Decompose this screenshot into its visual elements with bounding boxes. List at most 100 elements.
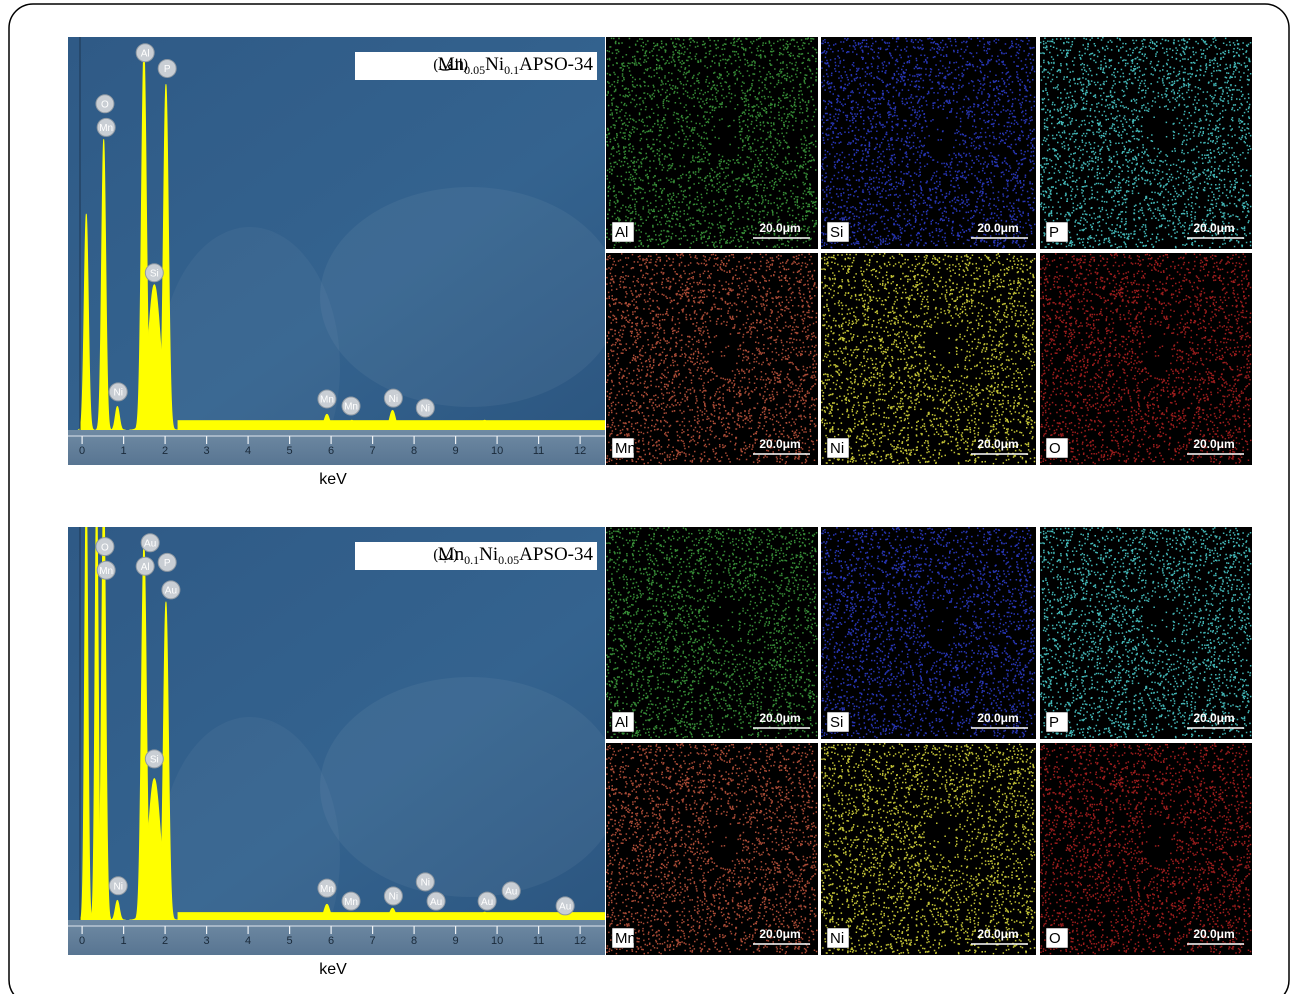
element-map xyxy=(606,743,818,955)
peak-label: Al xyxy=(141,562,150,573)
element-tag-box xyxy=(611,221,635,243)
element-map xyxy=(821,743,1036,955)
x-tick-label: 9 xyxy=(453,445,459,457)
scale-bar-label: 20.0μm xyxy=(977,221,1018,235)
element-tag-box xyxy=(826,927,850,949)
peak-label-badge xyxy=(144,749,164,769)
map-signal xyxy=(821,253,1036,465)
peak xyxy=(109,405,126,430)
peak-label-badge xyxy=(317,878,337,898)
formula-subscript: 0.1 xyxy=(464,553,479,567)
peak-label: Ni xyxy=(389,394,398,405)
scale-bar-label: 20.0μm xyxy=(759,437,800,451)
peak-label: Ni xyxy=(421,878,430,889)
peak-label: Si xyxy=(150,268,159,279)
element-tag: Ni xyxy=(830,440,844,457)
x-tick-label: 8 xyxy=(411,445,417,457)
x-tick-label: 1 xyxy=(121,935,127,947)
x-axis-label: keV xyxy=(319,471,347,488)
map-signal xyxy=(606,253,818,465)
element-tag: Mn xyxy=(615,440,636,457)
peak xyxy=(79,527,94,920)
peak-label: P xyxy=(164,64,171,75)
x-tick-label: 4 xyxy=(245,445,251,457)
element-tag-box xyxy=(611,437,635,459)
map-signal xyxy=(606,527,818,739)
peak-label-badge xyxy=(477,891,497,911)
x-tick-label: 1 xyxy=(121,445,127,457)
x-tick-label: 10 xyxy=(491,445,503,457)
x-tick-label: 9 xyxy=(453,935,459,947)
x-tick-label: 7 xyxy=(370,935,376,947)
element-tag: Si xyxy=(830,714,843,731)
element-tag: O xyxy=(1049,440,1061,457)
title-box xyxy=(355,542,597,570)
map-signal xyxy=(1040,527,1252,739)
map-signal xyxy=(606,743,818,955)
element-tag: Al xyxy=(615,224,628,241)
element-tag: P xyxy=(1049,224,1059,241)
peak-label-badge xyxy=(555,896,575,916)
element-tag-box xyxy=(611,711,635,733)
map-signal xyxy=(1040,253,1252,465)
x-tick-label: 11 xyxy=(533,935,544,947)
spectrum-plot xyxy=(77,48,605,430)
backdrop-shade xyxy=(320,187,620,407)
peak-label: P xyxy=(164,558,171,569)
x-tick-label: 0 xyxy=(79,445,85,457)
element-tag: Ni xyxy=(830,930,844,947)
element-map xyxy=(606,527,818,739)
peak-label-badge xyxy=(161,580,181,600)
peak-label-badge xyxy=(140,533,160,553)
frame xyxy=(8,3,1290,994)
peak-label: Ni xyxy=(113,388,122,399)
element-tag-box xyxy=(1045,437,1069,459)
element-tag-box xyxy=(1045,221,1069,243)
peak-label-badge xyxy=(157,58,177,78)
peak-label: O xyxy=(101,99,109,110)
panel-label: (ب) xyxy=(433,546,459,564)
x-tick-label: 11 xyxy=(533,445,544,457)
peak-label-badge xyxy=(426,891,446,911)
formula-part: APSO-34 xyxy=(519,54,593,75)
peak xyxy=(95,527,113,920)
formula-part: Mn xyxy=(438,54,465,75)
peak-label-badge xyxy=(415,872,435,892)
element-tag-box xyxy=(826,221,850,243)
peak-label: Ni xyxy=(389,892,398,903)
peak-label: Mn xyxy=(344,402,358,413)
map-signal xyxy=(821,527,1036,739)
x-tick-label: 12 xyxy=(574,935,586,947)
peak-label-badge xyxy=(135,43,155,63)
element-tag-box xyxy=(1045,711,1069,733)
x-tick-label: 4 xyxy=(245,935,251,947)
scale-bar-label: 20.0μm xyxy=(759,221,800,235)
x-tick-label: 3 xyxy=(204,445,210,457)
peak xyxy=(340,419,364,430)
peak-label: Au xyxy=(144,538,156,549)
scale-bar-label: 20.0μm xyxy=(759,711,800,725)
peak xyxy=(315,413,339,430)
peak-label-badge xyxy=(108,876,128,896)
element-map xyxy=(1040,527,1252,739)
peak-label: Mn xyxy=(99,566,113,577)
x-tick-label: 5 xyxy=(287,445,293,457)
x-axis-strip xyxy=(68,920,605,955)
peak-label-badge xyxy=(135,556,155,576)
peak xyxy=(315,903,339,920)
peak-label-badge xyxy=(95,537,115,557)
peak-label-badge xyxy=(96,560,116,580)
x-tick-label: 12 xyxy=(574,445,586,457)
peak-label: Si xyxy=(150,755,159,766)
scale-bar-label: 20.0μm xyxy=(1193,221,1234,235)
scale-bar-label: 20.0μm xyxy=(977,437,1018,451)
scale-bar-label: 20.0μm xyxy=(759,927,800,941)
peak-label: Au xyxy=(505,887,517,898)
formula-subscript: 0.1 xyxy=(504,63,519,77)
peak xyxy=(471,911,498,920)
peak-label: Au xyxy=(430,897,442,908)
peak xyxy=(109,899,126,920)
x-tick-label: 0 xyxy=(79,935,85,947)
peak xyxy=(380,409,405,430)
formula-subscript: 0.05 xyxy=(464,63,485,77)
